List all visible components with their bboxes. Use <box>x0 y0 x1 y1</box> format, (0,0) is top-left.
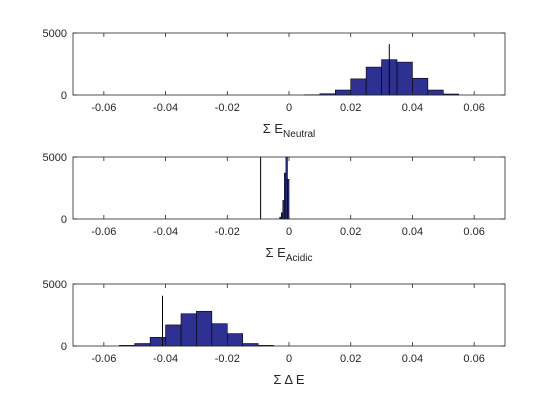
histogram-bar-delta-2 <box>149 337 166 347</box>
y-tick-label-acidic-0: 0 <box>61 214 67 226</box>
x-axis-ticks-acidic: -0.06 -0.04 -0.02 0 0.02 0.04 0.06 <box>91 157 485 238</box>
histogram-bar-delta-3 <box>165 324 182 347</box>
y-tick-label-delta-1: 5000 <box>43 279 67 291</box>
histogram-bar-neutral-7 <box>412 77 429 96</box>
histogram-bar-delta-4 <box>180 313 197 347</box>
x-tick-label-acidic-5: 0.04 <box>402 226 423 238</box>
x-tick-label-neutral-3: 0 <box>286 102 292 114</box>
histogram-bar-neutral-3 <box>350 78 367 96</box>
x-tick-label-acidic-6: 0.06 <box>463 226 484 238</box>
histogram-bar-neutral-8 <box>427 89 444 96</box>
histogram-bar-acidic-5 <box>287 179 290 220</box>
y-tick-label-neutral-1: 5000 <box>43 28 67 40</box>
x-tick-label-neutral-4: 0.02 <box>340 102 361 114</box>
panel-delta: -0.06 -0.04 -0.02 0 0.02 0.04 0.06 0 5000 Σ Δ E <box>43 279 506 387</box>
x-axis-label-delta: Σ Δ E <box>273 372 305 387</box>
x-axis-label-neutral: Σ ENeutral <box>263 121 316 140</box>
histogram-bar-neutral-2 <box>334 89 352 96</box>
y-axis-ticks-neutral: 0 5000 <box>43 28 505 102</box>
x-tick-label-acidic-3: 0 <box>286 226 292 238</box>
y-tick-label-neutral-0: 0 <box>61 90 67 102</box>
y-axis-ticks-acidic: 0 5000 <box>43 152 505 226</box>
x-axis-ticks-neutral: -0.06 -0.04 -0.02 0 0.02 0.04 0.06 <box>91 33 485 114</box>
x-tick-label-neutral-1: -0.04 <box>153 102 178 114</box>
histogram-bar-delta-7 <box>226 333 244 347</box>
x-tick-label-neutral-6: 0.06 <box>463 102 484 114</box>
x-tick-label-delta-2: -0.02 <box>215 353 240 365</box>
x-tick-label-delta-5: 0.04 <box>402 353 423 365</box>
x-tick-label-delta-6: 0.06 <box>463 353 484 365</box>
panel-neutral: -0.06 -0.04 -0.02 0 0.02 0.04 0.06 0 5000 Σ ENe… <box>43 28 506 140</box>
x-tick-label-neutral-0: -0.06 <box>91 102 116 114</box>
y-tick-label-acidic-1: 5000 <box>43 152 67 164</box>
panel-acidic: -0.06 -0.04 -0.02 0 0.02 0.04 0.06 0 5000 Σ EAc… <box>43 152 506 264</box>
histogram-bar-neutral-4 <box>365 66 382 96</box>
x-tick-label-neutral-5: 0.04 <box>402 102 423 114</box>
x-axis-ticks-delta: -0.06 -0.04 -0.02 0 0.02 0.04 0.06 <box>91 284 485 365</box>
x-tick-label-delta-3: 0 <box>286 353 292 365</box>
x-tick-label-delta-1: -0.04 <box>153 353 178 365</box>
x-tick-label-acidic-4: 0.02 <box>340 226 361 238</box>
x-tick-label-acidic-2: -0.02 <box>215 226 240 238</box>
histogram-bar-delta-5 <box>196 310 213 347</box>
x-tick-label-acidic-0: -0.06 <box>91 226 116 238</box>
x-tick-label-delta-4: 0.02 <box>340 353 361 365</box>
x-axis-label-acidic: Σ EAcidic <box>265 245 312 264</box>
y-axis-ticks-delta: 0 5000 <box>43 279 505 353</box>
x-tick-label-neutral-2: -0.02 <box>215 102 240 114</box>
histogram-bar-neutral-6 <box>396 61 413 96</box>
y-tick-label-delta-0: 0 <box>61 341 67 353</box>
x-tick-label-acidic-1: -0.04 <box>153 226 178 238</box>
x-tick-label-delta-0: -0.06 <box>91 353 116 365</box>
histogram-bar-delta-6 <box>211 323 228 347</box>
